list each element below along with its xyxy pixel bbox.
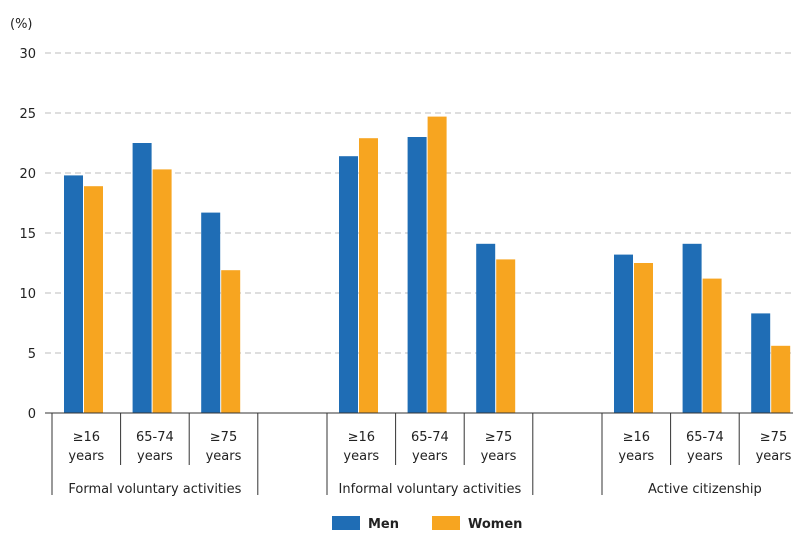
x-tick-label: ≥75 — [210, 430, 237, 445]
x-tick-label: years — [481, 449, 517, 464]
x-tick-label: ≥16 — [623, 430, 650, 445]
y-tick-label: 20 — [19, 167, 36, 182]
x-tick-label: years — [756, 449, 792, 464]
x-tick-label: years — [68, 449, 104, 464]
bar-men — [682, 243, 702, 413]
y-tick-label: 5 — [28, 347, 36, 362]
bar-men — [132, 143, 152, 413]
x-tick-label: ≥16 — [73, 430, 100, 445]
bar-women — [84, 186, 103, 413]
bar-men — [614, 254, 633, 413]
x-tick-label: ≥16 — [348, 430, 375, 445]
y-axis-label: (%) — [10, 17, 33, 32]
legend: Men Women — [332, 516, 522, 532]
group-label: Active citizenship — [648, 482, 762, 497]
bar-men — [339, 156, 358, 413]
bars — [64, 116, 791, 413]
x-tick-label: 65-74 — [411, 430, 449, 445]
bar-women — [427, 116, 447, 413]
x-tick-label: years — [618, 449, 654, 464]
bar-men — [476, 243, 496, 413]
legend-swatch — [332, 516, 360, 530]
x-tick-label: years — [137, 449, 173, 464]
bar-women — [152, 169, 172, 413]
bar-women — [359, 138, 378, 413]
x-tick-label: 65-74 — [686, 430, 724, 445]
bar-women — [702, 278, 722, 413]
bar-men — [64, 175, 83, 413]
legend-label: Women — [468, 517, 522, 532]
bar-women — [634, 263, 653, 413]
y-tick-label: 30 — [19, 47, 36, 62]
bar-men — [407, 137, 427, 413]
y-tick-label: 0 — [28, 407, 36, 422]
bar-women — [771, 345, 791, 413]
bar-women — [496, 259, 516, 413]
x-tick-label: years — [687, 449, 723, 464]
group-label: Formal voluntary activities — [68, 482, 241, 497]
legend-swatch — [432, 516, 460, 530]
bar-men — [201, 212, 221, 413]
legend-label: Men — [368, 517, 399, 532]
x-tick-label: ≥75 — [485, 430, 512, 445]
bar-women — [221, 270, 241, 413]
y-tick-labels: 0 5 10 15 20 25 30 — [19, 47, 36, 422]
y-tick-label: 25 — [19, 107, 36, 122]
x-tick-label: ≥75 — [760, 430, 787, 445]
y-tick-label: 10 — [19, 287, 36, 302]
bar-men — [751, 313, 771, 413]
x-tick-label: years — [343, 449, 379, 464]
group-label: Informal voluntary activities — [339, 482, 522, 497]
x-tick-label: 65-74 — [136, 430, 174, 445]
y-tick-label: 15 — [19, 227, 36, 242]
x-tick-label: years — [206, 449, 242, 464]
x-axis: ≥16 years 65-74 years ≥75 years Formal volunta… — [45, 412, 793, 497]
x-tick-label: years — [412, 449, 448, 464]
